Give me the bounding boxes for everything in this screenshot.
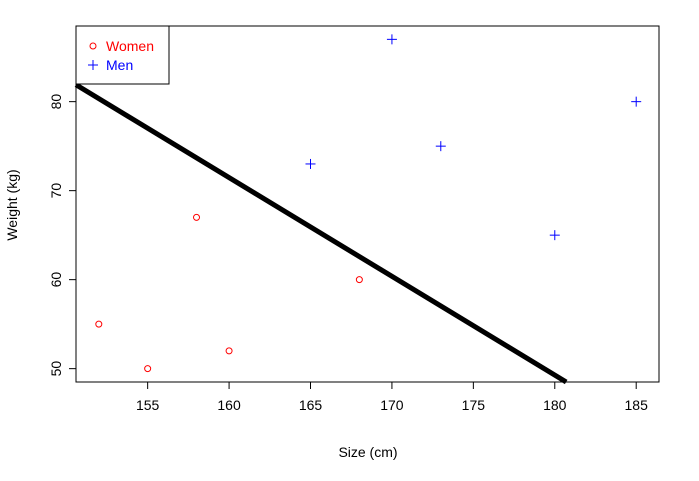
data-point-women (95, 320, 103, 328)
regression-line (74, 82, 568, 385)
x-tick-label: 170 (380, 397, 404, 413)
x-axis: 155 160 165 170 175 180 185 (136, 382, 648, 413)
data-point-men (435, 141, 446, 152)
legend: Women Men (75, 25, 170, 85)
data-point-men (386, 34, 397, 45)
y-axis: 50 60 70 80 (48, 94, 76, 377)
x-tick-label: 165 (299, 397, 323, 413)
regression-line-layer (74, 82, 568, 385)
legend-marker-circle (89, 42, 97, 50)
x-tick-label: 180 (543, 397, 567, 413)
y-tick-label: 50 (48, 361, 64, 377)
y-tick-label: 80 (48, 94, 64, 110)
data-point-women (144, 365, 152, 373)
data-point-women (193, 213, 201, 221)
y-tick-label: 60 (48, 272, 64, 288)
x-tick-label: 160 (217, 397, 241, 413)
x-tick-label: 155 (136, 397, 160, 413)
points-layer (95, 34, 642, 373)
legend-label-men: Men (106, 57, 133, 73)
data-point-women (355, 276, 363, 284)
data-point-men (631, 96, 642, 107)
data-point-men (305, 158, 316, 169)
x-tick-label: 175 (462, 397, 486, 413)
legend-box (75, 25, 170, 85)
plot-area (75, 25, 660, 383)
y-axis-title: Weight (kg) (4, 169, 20, 240)
y-tick-label: 70 (48, 183, 64, 199)
legend-label-women: Women (106, 38, 154, 54)
data-point-men (549, 230, 560, 241)
x-tick-label: 185 (625, 397, 649, 413)
x-axis-title: Size (cm) (338, 444, 397, 460)
data-point-women (225, 347, 233, 355)
legend-marker-plus (88, 60, 98, 70)
